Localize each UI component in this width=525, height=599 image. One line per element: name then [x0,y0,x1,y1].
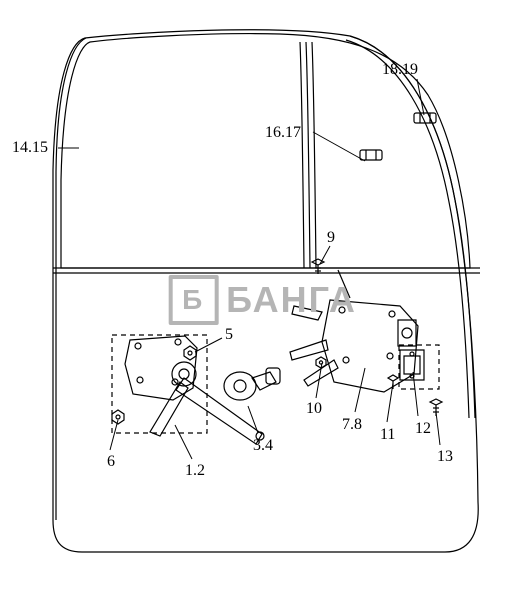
callout-c9: 9 [327,229,335,247]
callout-c6: 6 [107,453,115,471]
callout-c11: 11 [380,426,395,444]
callout-c12b: 1.2 [185,462,205,480]
diagram-stage: Б БАНГА 14.1516.1718.1995107.81112133.41… [0,0,525,599]
callout-c78: 7.8 [342,416,362,434]
callout-c1819: 18.19 [382,61,418,79]
callout-c12: 12 [415,420,431,438]
diagram-svg [0,0,525,599]
callout-c5: 5 [225,326,233,344]
callout-c10: 10 [306,400,322,418]
callout-c1617: 16.17 [265,124,301,142]
callout-c13: 13 [437,448,453,466]
callout-c34: 3.4 [253,437,273,455]
callout-c1415: 14.15 [12,139,48,157]
